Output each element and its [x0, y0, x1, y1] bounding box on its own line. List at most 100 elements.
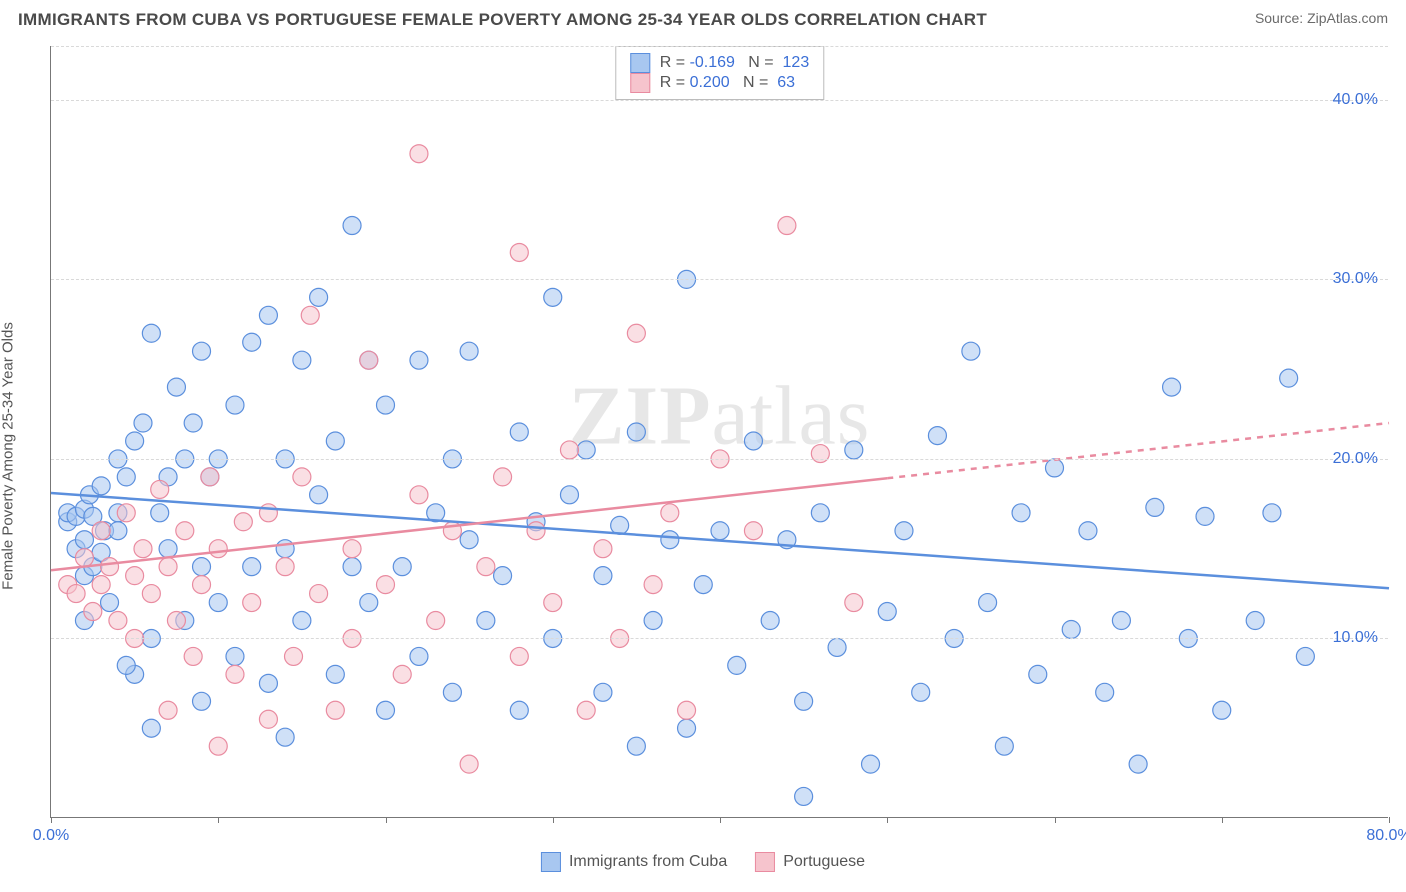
data-point-portuguese — [109, 612, 127, 630]
y-tick-label: 30.0% — [1333, 270, 1378, 288]
data-point-cuba — [92, 477, 110, 495]
data-point-cuba — [243, 333, 261, 351]
data-point-cuba — [410, 647, 428, 665]
header: IMMIGRANTS FROM CUBA VS PORTUGUESE FEMAL… — [0, 0, 1406, 36]
data-point-cuba — [862, 755, 880, 773]
data-point-portuguese — [293, 468, 311, 486]
data-point-cuba — [193, 692, 211, 710]
data-point-portuguese — [209, 737, 227, 755]
data-point-cuba — [962, 342, 980, 360]
data-point-cuba — [443, 683, 461, 701]
data-point-cuba — [1280, 369, 1298, 387]
data-point-cuba — [510, 423, 528, 441]
data-point-cuba — [142, 719, 160, 737]
data-point-cuba — [744, 432, 762, 450]
data-point-portuguese — [427, 612, 445, 630]
data-point-cuba — [151, 504, 169, 522]
data-point-cuba — [343, 558, 361, 576]
data-point-cuba — [310, 288, 328, 306]
data-point-portuguese — [301, 306, 319, 324]
data-point-cuba — [184, 414, 202, 432]
data-point-cuba — [728, 656, 746, 674]
data-point-portuguese — [460, 755, 478, 773]
data-point-cuba — [995, 737, 1013, 755]
plot-svg — [51, 46, 1388, 817]
data-point-portuguese — [142, 585, 160, 603]
data-point-portuguese — [167, 612, 185, 630]
data-point-portuguese — [117, 504, 135, 522]
data-point-cuba — [544, 288, 562, 306]
data-point-cuba — [711, 522, 729, 540]
source-label: Source: — [1255, 10, 1303, 26]
trend-line-portuguese-dashed — [887, 423, 1389, 478]
data-point-cuba — [895, 522, 913, 540]
data-point-portuguese — [477, 558, 495, 576]
data-point-portuguese — [151, 480, 169, 498]
data-point-portuguese — [410, 145, 428, 163]
data-point-portuguese — [778, 217, 796, 235]
data-point-cuba — [611, 516, 629, 534]
data-point-cuba — [510, 701, 528, 719]
data-point-portuguese — [744, 522, 762, 540]
data-point-portuguese — [360, 351, 378, 369]
source: Source: ZipAtlas.com — [1255, 10, 1388, 26]
legend-label: Immigrants from Cuba — [569, 853, 727, 871]
data-point-cuba — [343, 217, 361, 235]
data-point-cuba — [627, 737, 645, 755]
data-point-cuba — [928, 427, 946, 445]
x-tick-mark — [1222, 817, 1223, 823]
x-tick-mark — [386, 817, 387, 823]
data-point-portuguese — [159, 558, 177, 576]
data-point-cuba — [694, 576, 712, 594]
data-point-cuba — [1146, 498, 1164, 516]
data-point-cuba — [134, 414, 152, 432]
x-tick-label: 80.0% — [1366, 827, 1406, 845]
data-point-cuba — [1012, 504, 1030, 522]
data-point-portuguese — [377, 576, 395, 594]
data-point-cuba — [1029, 665, 1047, 683]
data-point-cuba — [1196, 507, 1214, 525]
data-point-portuguese — [510, 243, 528, 261]
gridline — [51, 279, 1388, 280]
legend-swatch — [541, 852, 561, 872]
data-point-cuba — [377, 701, 395, 719]
stats-row-cuba: R = -0.169 N = 123 — [630, 53, 809, 73]
data-point-portuguese — [276, 558, 294, 576]
data-point-cuba — [75, 531, 93, 549]
legend-swatch — [630, 53, 650, 73]
data-point-portuguese — [67, 585, 85, 603]
y-tick-label: 40.0% — [1333, 91, 1378, 109]
stats-row-portuguese: R = 0.200 N = 63 — [630, 73, 809, 93]
data-point-cuba — [193, 558, 211, 576]
data-point-cuba — [494, 567, 512, 585]
data-point-portuguese — [92, 576, 110, 594]
data-point-portuguese — [527, 522, 545, 540]
data-point-portuguese — [661, 504, 679, 522]
chart-area: Female Poverty Among 25-34 Year Olds ZIP… — [0, 36, 1406, 876]
data-point-cuba — [912, 683, 930, 701]
data-point-portuguese — [101, 558, 119, 576]
data-point-cuba — [326, 432, 344, 450]
data-point-portuguese — [494, 468, 512, 486]
stats-text: R = -0.169 N = 123 — [660, 54, 809, 72]
legend-label: Portuguese — [783, 853, 865, 871]
data-point-cuba — [1129, 755, 1147, 773]
data-point-cuba — [117, 656, 135, 674]
data-point-cuba — [167, 378, 185, 396]
data-point-cuba — [761, 612, 779, 630]
data-point-portuguese — [84, 603, 102, 621]
data-point-cuba — [209, 594, 227, 612]
data-point-cuba — [594, 683, 612, 701]
data-point-cuba — [1112, 612, 1130, 630]
stats-legend: R = -0.169 N = 123R = 0.200 N = 63 — [615, 46, 824, 100]
y-axis-label: Female Poverty Among 25-34 Year Olds — [0, 322, 17, 590]
data-point-portuguese — [678, 701, 696, 719]
data-point-cuba — [460, 342, 478, 360]
data-point-cuba — [293, 612, 311, 630]
gridline — [51, 459, 1388, 460]
data-point-cuba — [577, 441, 595, 459]
data-point-portuguese — [201, 468, 219, 486]
data-point-cuba — [795, 787, 813, 805]
data-point-cuba — [276, 728, 294, 746]
data-point-cuba — [193, 342, 211, 360]
